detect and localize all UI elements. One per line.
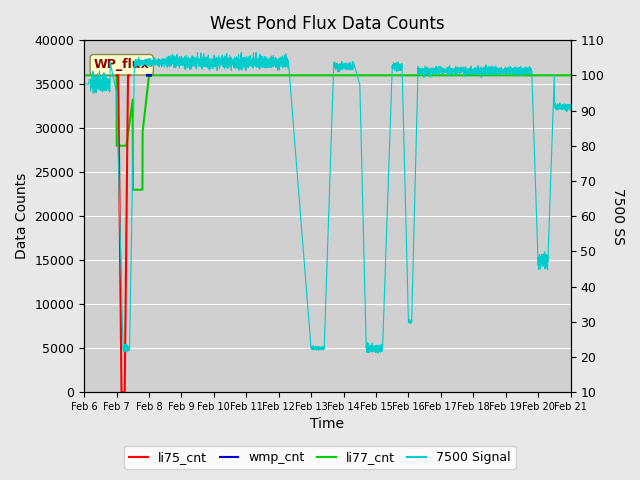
- X-axis label: Time: Time: [310, 418, 344, 432]
- Text: WP_flux: WP_flux: [94, 58, 150, 71]
- Title: West Pond Flux Data Counts: West Pond Flux Data Counts: [210, 15, 445, 33]
- Y-axis label: 7500 SS: 7500 SS: [611, 188, 625, 244]
- Y-axis label: Data Counts: Data Counts: [15, 173, 29, 259]
- Legend: li75_cnt, wmp_cnt, li77_cnt, 7500 Signal: li75_cnt, wmp_cnt, li77_cnt, 7500 Signal: [124, 446, 516, 469]
